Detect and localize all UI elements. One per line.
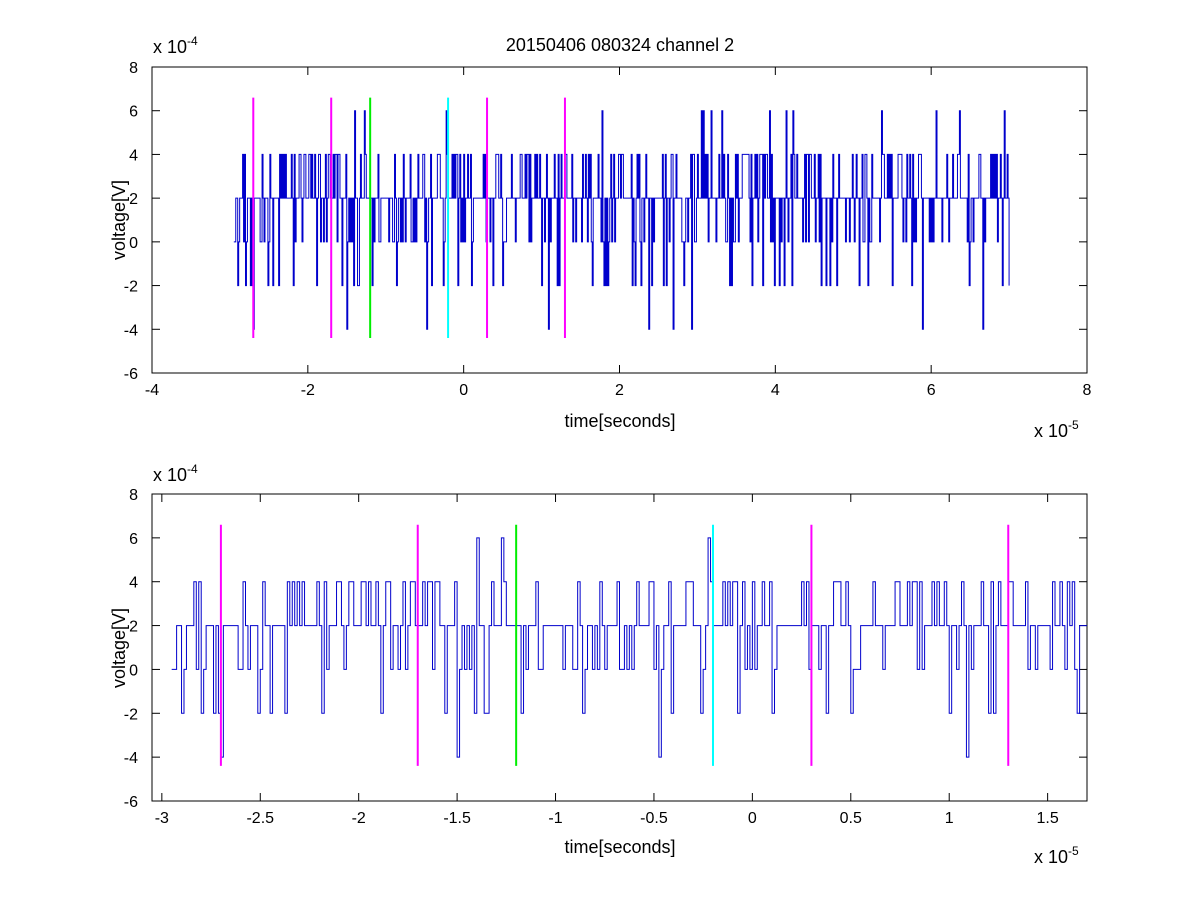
x-tick-label: -0.5 (640, 810, 668, 827)
top-x-exponent-base: x 10 (1034, 421, 1068, 441)
top-x-exponent: x 10-5 (1034, 418, 1079, 441)
x-tick-label: -4 (145, 382, 159, 399)
bottom-axes: -3 -2.5 -2 -1.5 -1 -0.5 0 0.5 1 1.5 -6 -4 -2 0 2 4 6 8 t… (109, 462, 1088, 867)
y-tick-label: 0 (129, 662, 138, 679)
top-y-axis-label: voltage[V] (109, 180, 129, 260)
top-x-axis-label: time[seconds] (564, 411, 675, 431)
x-tick-label: -1 (548, 810, 562, 827)
bottom-y-exponent-base: x 10 (153, 465, 187, 485)
y-tick-label: 8 (129, 60, 138, 77)
bottom-x-exponent-base: x 10 (1034, 847, 1068, 867)
signal-line (171, 537, 1087, 758)
top-plot-frame (151, 66, 1088, 374)
x-tick-label: -3 (155, 810, 169, 827)
x-tick-label: -2 (352, 810, 366, 827)
bottom-y-ticks: -6 -4 -2 0 2 4 6 8 (124, 487, 1087, 811)
top-x-exponent-power: -5 (1068, 418, 1079, 432)
y-tick-label: 2 (129, 619, 138, 636)
top-y-exponent-base: x 10 (153, 37, 187, 57)
y-tick-label: -2 (124, 706, 138, 723)
x-tick-label: 1 (945, 810, 954, 827)
x-tick-label: 0.5 (840, 810, 862, 827)
top-axes: -4 -2 0 2 4 6 8 -6 -4 -2 0 2 4 6 8 time[seconds] volt… (109, 34, 1092, 441)
x-tick-label: 0 (748, 810, 757, 827)
bottom-markers (219, 524, 1010, 766)
bottom-x-exponent: x 10-5 (1034, 844, 1079, 867)
chart-title: 20150406 080324 channel 2 (506, 35, 734, 55)
bottom-x-axis-label: time[seconds] (564, 837, 675, 857)
y-tick-label: -2 (124, 279, 138, 296)
y-tick-label: -6 (124, 794, 138, 811)
y-tick-label: 0 (129, 235, 138, 252)
top-y-exponent: x 10-4 (153, 34, 198, 57)
y-tick-label: 6 (129, 531, 138, 548)
y-tick-label: -4 (124, 322, 138, 339)
bottom-x-exponent-power: -5 (1068, 844, 1079, 858)
x-tick-label: -2.5 (246, 810, 274, 827)
x-tick-label: -1.5 (443, 810, 471, 827)
y-tick-label: -4 (124, 750, 138, 767)
signal-line (233, 110, 1010, 330)
y-tick-label: 4 (129, 575, 138, 592)
bottom-signal-series (171, 537, 1087, 758)
x-tick-label: 6 (927, 382, 936, 399)
bottom-y-exponent-power: -4 (187, 462, 198, 476)
x-tick-label: -2 (301, 382, 315, 399)
bottom-x-ticks: -3 -2.5 -2 -1.5 -1 -0.5 0 0.5 1 1.5 (155, 494, 1059, 827)
bottom-y-axis-label: voltage[V] (109, 608, 129, 688)
y-tick-label: 6 (129, 104, 138, 121)
bottom-y-exponent: x 10-4 (153, 462, 198, 485)
top-y-exponent-power: -4 (187, 34, 198, 48)
x-tick-label: 0 (459, 382, 468, 399)
x-tick-label: 2 (615, 382, 624, 399)
y-tick-label: -6 (124, 366, 138, 383)
y-tick-label: 2 (129, 191, 138, 208)
y-tick-label: 8 (129, 487, 138, 504)
x-tick-label: 4 (771, 382, 780, 399)
y-tick-label: 4 (129, 147, 138, 164)
top-y-ticks: -6 -4 -2 0 2 4 6 8 (124, 60, 1087, 383)
x-tick-label: 1.5 (1037, 810, 1059, 827)
top-x-ticks: -4 -2 0 2 4 6 8 (145, 67, 1092, 399)
top-markers (252, 97, 566, 339)
top-signal-series (233, 110, 1010, 330)
x-tick-label: 8 (1083, 382, 1092, 399)
